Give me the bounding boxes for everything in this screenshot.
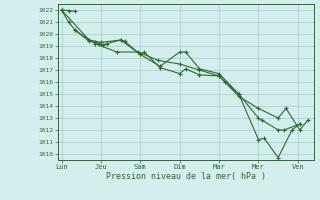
X-axis label: Pression niveau de la mer( hPa ): Pression niveau de la mer( hPa ) (106, 172, 266, 181)
